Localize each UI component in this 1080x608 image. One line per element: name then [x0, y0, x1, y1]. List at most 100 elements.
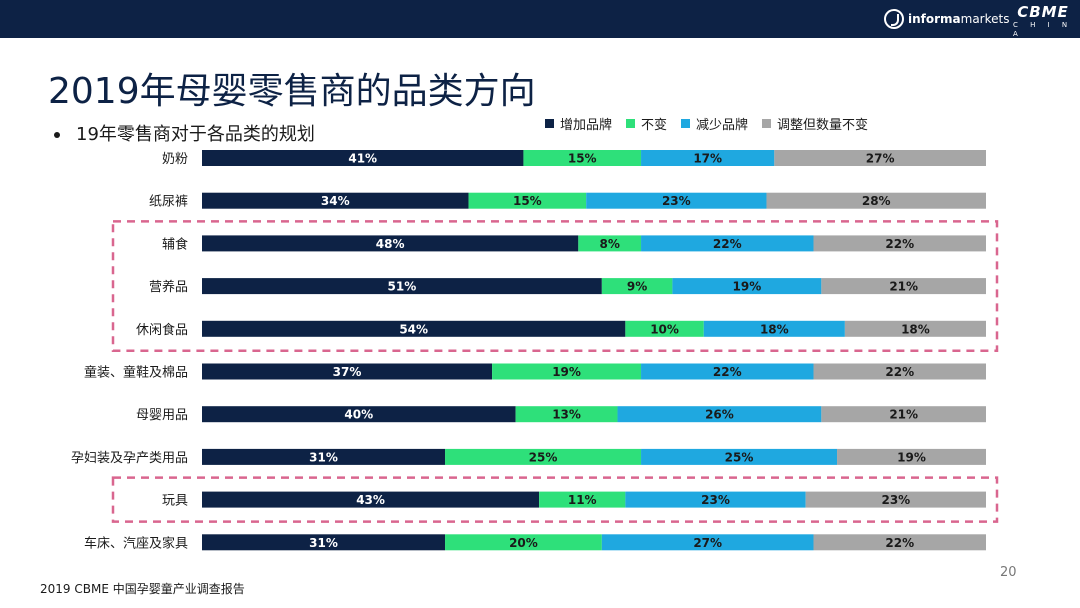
bar-segment-3-3 [821, 278, 986, 295]
bar-segment-4-1 [625, 320, 704, 337]
bullet-icon [54, 132, 60, 138]
legend-item-0: 增加品牌 [545, 114, 612, 133]
bar-row-1: 纸尿裤 34% 15% 23% 28% [149, 192, 986, 210]
bar-segment-7-1 [445, 448, 642, 465]
legend-item-2: 减少品牌 [681, 114, 748, 133]
bar-segment-2-2 [641, 235, 814, 252]
category-label-8: 玩具 [162, 494, 188, 509]
subtitle-text: 19年零售商对于各品类的规划 [76, 124, 315, 145]
highlight-box-0 [111, 220, 999, 353]
value-label-6-2: 26% [705, 408, 734, 422]
bar-segment-6-0 [202, 406, 516, 423]
bar-segment-3-0 [202, 278, 602, 295]
legend-swatch-0 [545, 119, 554, 128]
value-label-8-2: 23% [701, 493, 730, 507]
slide-title: 2019年母婴零售商的品类方向 [48, 71, 536, 112]
value-label-0-0: 41% [348, 152, 377, 166]
value-label-5-2: 22% [713, 365, 742, 379]
bar-segment-0-2 [641, 150, 775, 166]
informa-markets-logo: informa markets [884, 7, 1009, 31]
legend-swatch-2 [681, 119, 691, 128]
bar-segment-5-0 [202, 363, 493, 380]
bar-row-0: 奶粉 41% 15% 17% 27% [162, 150, 986, 167]
value-label-2-2: 22% [713, 237, 742, 251]
value-label-6-0: 40% [344, 408, 373, 422]
bar-segment-2-1 [578, 235, 642, 252]
value-label-3-0: 51% [388, 280, 417, 294]
value-label-4-3: 18% [901, 322, 930, 336]
bar-segment-9-0 [202, 534, 446, 551]
value-label-4-2: 18% [760, 322, 789, 336]
value-label-8-0: 43% [356, 493, 385, 507]
bar-row-8: 玩具 43% 11% 23% 23% [162, 491, 986, 509]
value-label-9-2: 27% [693, 536, 722, 550]
bar-segment-7-3 [837, 448, 986, 465]
value-label-3-3: 21% [889, 280, 918, 294]
value-label-9-3: 22% [885, 536, 914, 550]
value-label-7-2: 25% [725, 450, 754, 464]
bar-segment-8-1 [539, 491, 626, 508]
value-label-9-0: 31% [309, 536, 338, 550]
bar-segment-6-1 [515, 406, 618, 423]
value-label-1-2: 23% [662, 194, 691, 208]
bar-segment-3-1 [601, 278, 673, 295]
value-label-5-1: 19% [552, 365, 581, 379]
bar-segment-4-3 [844, 320, 986, 337]
bar-row-6: 母婴用品 40% 13% 26% 21% [136, 406, 986, 423]
bar-segment-7-2 [641, 448, 838, 465]
chart-legend: 增加品牌 不变 减少品牌 调整但数量不变 [545, 114, 868, 133]
value-label-0-3: 27% [866, 152, 895, 166]
bar-row-4: 休闲食品 54% 10% 18% 18% [136, 320, 986, 338]
bar-row-9: 车床、汽座及家具 31% 20% 27% 22% [84, 534, 986, 551]
bar-segment-2-0 [202, 235, 579, 252]
informa-ring-icon [884, 9, 904, 29]
legend-label-1: 不变 [641, 118, 668, 133]
value-label-9-1: 20% [509, 536, 538, 550]
legend-swatch-1 [626, 119, 636, 128]
bar-segment-5-1 [492, 363, 642, 380]
page-number: 20 [1000, 565, 1017, 580]
bar-segment-0-1 [523, 150, 642, 166]
bar-segment-7-0 [202, 448, 446, 465]
bar-segment-4-0 [202, 320, 626, 337]
value-label-7-1: 25% [529, 450, 558, 464]
category-label-7: 孕妇装及孕产类用品 [71, 450, 188, 466]
value-label-4-1: 10% [650, 322, 679, 336]
cbme-logo-subtext: C H I N A [1013, 21, 1073, 38]
category-label-3: 营养品 [149, 279, 188, 295]
bar-segment-4-2 [703, 320, 845, 337]
bar-segment-5-2 [641, 363, 814, 380]
bar-segment-2-3 [813, 235, 986, 252]
category-label-6: 母婴用品 [136, 408, 188, 423]
legend-swatch-3 [762, 119, 772, 128]
slide-subtitle: 19年零售商对于各品类的规划 [54, 120, 315, 146]
value-label-7-3: 19% [897, 450, 926, 464]
bar-segment-3-2 [672, 278, 822, 295]
category-label-1: 纸尿裤 [149, 195, 188, 210]
bar-segment-6-2 [617, 406, 822, 423]
category-label-9: 车床、汽座及家具 [84, 535, 188, 551]
value-label-0-2: 17% [693, 152, 722, 166]
value-label-5-3: 22% [885, 365, 914, 379]
bar-segment-1-3 [766, 192, 986, 209]
bar-segment-5-3 [813, 363, 986, 380]
bar-segment-1-1 [468, 192, 587, 209]
value-label-8-3: 23% [881, 493, 910, 507]
bar-segment-0-3 [774, 150, 986, 166]
value-label-7-0: 31% [309, 450, 338, 464]
bar-segment-9-3 [813, 534, 986, 551]
informa-logo-text: informa [908, 12, 961, 26]
cbme-logo: CBME C H I N A [1013, 4, 1073, 39]
bar-segment-0-0 [202, 150, 524, 166]
category-label-5: 童装、童鞋及棉品 [84, 365, 188, 381]
value-label-6-1: 13% [552, 408, 581, 422]
bar-segment-9-2 [601, 534, 814, 551]
value-label-2-0: 48% [376, 237, 405, 251]
legend-item-3: 调整但数量不变 [762, 114, 868, 133]
value-label-1-1: 15% [513, 194, 542, 208]
category-label-4: 休闲食品 [136, 322, 188, 338]
value-label-2-3: 22% [885, 237, 914, 251]
value-label-0-1: 15% [568, 152, 597, 166]
bar-row-3: 营养品 51% 9% 19% 21% [149, 278, 986, 295]
